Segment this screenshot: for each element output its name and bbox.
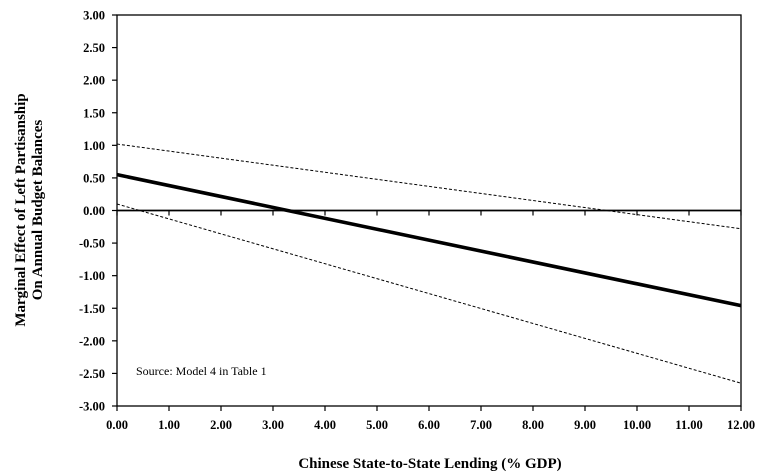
x-tick-label: 5.00 — [366, 418, 388, 432]
y-tick-label: 0.50 — [83, 171, 105, 185]
x-tick-label: 4.00 — [314, 418, 336, 432]
marginal-effect-line — [116, 172, 742, 308]
y-tick-label: -2.00 — [79, 334, 105, 348]
x-tick-label: 9.00 — [574, 418, 596, 432]
x-tick-label: 11.00 — [675, 418, 702, 432]
upper-confidence-bound-line — [116, 143, 742, 230]
x-tick-label: 2.00 — [210, 418, 232, 432]
y-tick-label: -1.50 — [79, 302, 105, 316]
y-tick-label: 2.50 — [83, 41, 105, 55]
x-tick-label: 1.00 — [158, 418, 180, 432]
y-tick-label: 1.00 — [83, 139, 105, 153]
x-tick-label: 10.00 — [623, 418, 651, 432]
x-axis-title: Chinese State-to-State Lending (% GDP) — [298, 456, 561, 472]
y-axis-title-line-1: Marginal Effect of Left Partisanship — [13, 93, 29, 326]
y-axis-title-line-2: On Annual Budget Balances — [30, 120, 46, 301]
y-tick-label: 3.00 — [83, 9, 105, 23]
y-axis: 3.00 2.50 2.00 1.50 1.00 0.50 0.00 -0.50 -1.00 -1… — [79, 9, 117, 414]
series-layer — [116, 143, 742, 384]
x-tick-label: 8.00 — [522, 418, 544, 432]
y-tick-label: -0.50 — [79, 237, 105, 251]
x-tick-label: 7.00 — [470, 418, 492, 432]
x-axis: 0.00 1.00 2.00 3.00 4.00 5.00 6.00 7.00 8.00 9.00… — [106, 210, 755, 432]
y-tick-label: 2.00 — [83, 74, 105, 88]
lower-confidence-bound-line — [116, 203, 742, 384]
x-tick-label: 3.00 — [262, 418, 284, 432]
x-tick-label: 6.00 — [418, 418, 440, 432]
y-tick-label: 0.00 — [83, 204, 105, 218]
y-tick-label: -3.00 — [79, 400, 105, 414]
x-tick-label: 12.00 — [727, 418, 755, 432]
x-tick-label: 0.00 — [106, 418, 128, 432]
y-tick-label: -2.50 — [79, 367, 105, 381]
y-tick-label: -1.00 — [79, 269, 105, 283]
y-tick-label: 1.50 — [83, 106, 105, 120]
source-annotation: Source: Model 4 in Table 1 — [136, 364, 267, 378]
